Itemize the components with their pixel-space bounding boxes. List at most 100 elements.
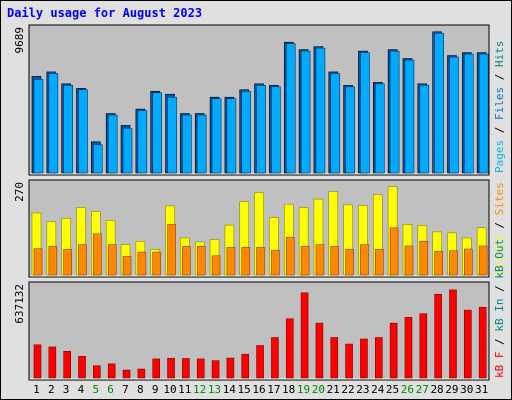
kbytes-bar — [241, 353, 250, 379]
kbytes-bar — [434, 293, 442, 379]
files-bar — [374, 83, 385, 174]
sites-bar — [360, 244, 369, 276]
kbytes-bar — [271, 337, 279, 379]
sites-bar — [211, 255, 221, 276]
kbytes-bar — [226, 357, 235, 379]
files-bar — [63, 85, 73, 174]
x-tick-label: 17 — [267, 383, 280, 396]
sites-bar — [48, 246, 58, 276]
kbytes-bar — [182, 358, 190, 379]
panel-1-ymax-label: 9689 — [13, 27, 26, 54]
kbytes-bar — [345, 343, 353, 379]
sites-bar — [33, 248, 43, 276]
panel-2-ymax-label: 270 — [13, 182, 26, 202]
panel-3-legend-label: kB F / kB In / kB Out — [493, 239, 506, 378]
x-tick-label: 19 — [297, 383, 310, 396]
sites-bar — [182, 246, 191, 276]
kbytes-bar — [315, 322, 324, 379]
sites-bar — [107, 244, 117, 276]
sites-bar — [330, 246, 340, 276]
x-tick-label: 31 — [475, 383, 488, 396]
kbytes-bar — [78, 356, 86, 379]
x-tick-label: 29 — [445, 383, 458, 396]
sites-bar — [241, 247, 251, 276]
sites-bar — [374, 249, 384, 276]
kbytes-bar — [449, 289, 457, 379]
x-tick-label: 13 — [208, 383, 221, 396]
kbytes-bar — [419, 313, 428, 379]
files-bar — [152, 92, 163, 174]
x-tick-label: 23 — [356, 383, 369, 396]
files-bar — [107, 114, 118, 174]
x-tick-label: 7 — [122, 383, 129, 396]
kbytes-bar — [196, 358, 205, 379]
kbytes-bar — [300, 292, 309, 379]
x-tick-label: 26 — [401, 383, 414, 396]
files-bar — [330, 73, 341, 174]
files-bar — [256, 85, 266, 174]
chart-title: Daily usage for August 2023 — [7, 6, 203, 20]
legend-entry: Sites — [493, 182, 506, 215]
kbytes-bar — [167, 357, 175, 379]
x-tick-label: 3 — [63, 383, 70, 396]
sites-bar — [137, 251, 147, 276]
kbytes-bar — [464, 309, 472, 379]
x-tick-label: 30 — [460, 383, 473, 396]
files-bar — [285, 43, 296, 174]
sites-bar — [404, 245, 414, 276]
sites-bar — [419, 240, 429, 276]
sites-bar — [196, 246, 206, 276]
kbytes-bar — [122, 369, 131, 379]
sites-bar — [93, 233, 102, 276]
legend-entry: Files — [493, 87, 506, 120]
x-tick-label: 14 — [223, 383, 237, 396]
kbytes-bar — [63, 350, 71, 379]
files-bar — [241, 90, 252, 174]
legend-entry: Hits — [493, 41, 506, 68]
x-tick-label: 12 — [193, 383, 206, 396]
legend-entry: Pages — [493, 140, 506, 173]
files-bar — [93, 144, 103, 174]
files-bar — [122, 128, 133, 174]
files-bar — [478, 53, 489, 174]
sites-bar — [122, 256, 132, 276]
legend-entry: kB In — [493, 299, 506, 332]
kbytes-bar — [256, 345, 264, 379]
x-tick-label: 24 — [371, 383, 385, 396]
kbytes-bar — [330, 337, 339, 379]
sites-bar — [345, 249, 354, 276]
sites-bar — [167, 224, 176, 276]
x-tick-label: 4 — [78, 383, 85, 396]
files-bar — [33, 79, 44, 174]
files-bar — [434, 32, 444, 174]
files-bar — [211, 98, 222, 174]
sites-bar — [389, 227, 399, 276]
x-tick-label: 10 — [163, 383, 176, 396]
sites-bar — [478, 245, 488, 276]
files-bar — [48, 73, 59, 174]
kbytes-bar — [389, 322, 398, 379]
sites-bar — [63, 249, 72, 276]
files-bar — [271, 86, 281, 174]
files-bar — [404, 59, 415, 174]
x-tick-label: 1 — [33, 383, 40, 396]
kbytes-bar — [137, 368, 146, 379]
files-bar — [137, 110, 148, 174]
kbytes-bar — [478, 306, 487, 379]
x-tick-label: 22 — [341, 383, 354, 396]
files-bar — [360, 52, 370, 174]
files-bar — [196, 114, 207, 174]
sites-bar — [449, 250, 458, 276]
x-tick-label: 6 — [107, 383, 114, 396]
files-bar — [300, 50, 311, 174]
legend-entry: Visits — [493, 235, 506, 275]
files-bar — [182, 114, 192, 174]
files-bar — [419, 85, 430, 174]
sites-bar — [464, 248, 473, 276]
files-bar — [226, 98, 237, 174]
kbytes-bar — [360, 338, 368, 379]
kbytes-bar — [404, 317, 413, 379]
x-tick-label: 18 — [282, 383, 295, 396]
sites-bar — [256, 247, 265, 276]
